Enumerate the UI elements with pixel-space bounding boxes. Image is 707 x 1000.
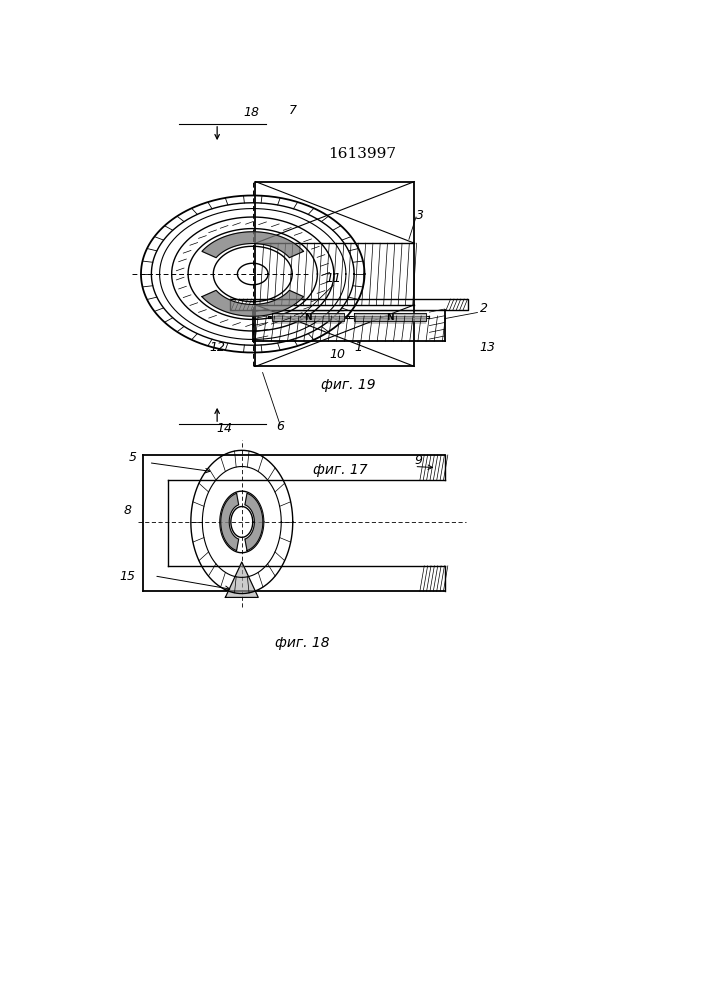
Polygon shape [221,493,239,551]
Text: 13: 13 [479,341,496,354]
Text: 1613997: 1613997 [328,147,397,161]
Text: 6: 6 [276,420,284,433]
Polygon shape [354,313,426,321]
Polygon shape [245,493,263,551]
Text: фиг. 18: фиг. 18 [275,636,329,650]
Text: 10: 10 [329,348,346,361]
Text: фиг. 19: фиг. 19 [321,378,376,392]
Text: 3: 3 [416,209,424,222]
Text: фиг. 17: фиг. 17 [313,463,368,477]
Text: 12: 12 [210,341,226,354]
Text: 9: 9 [414,454,422,467]
Polygon shape [226,562,258,597]
Text: 2: 2 [479,302,488,316]
Text: N: N [386,313,393,322]
Polygon shape [202,290,303,316]
Text: 5: 5 [129,451,136,464]
Text: N: N [304,313,312,322]
Polygon shape [202,232,303,258]
Text: 15: 15 [119,570,136,583]
Text: 8: 8 [124,504,132,517]
Text: 18: 18 [244,106,259,119]
Text: 11: 11 [325,272,341,285]
Text: 14: 14 [216,422,233,435]
Polygon shape [271,313,344,321]
Text: 7: 7 [288,104,297,117]
Text: 1: 1 [354,341,363,354]
